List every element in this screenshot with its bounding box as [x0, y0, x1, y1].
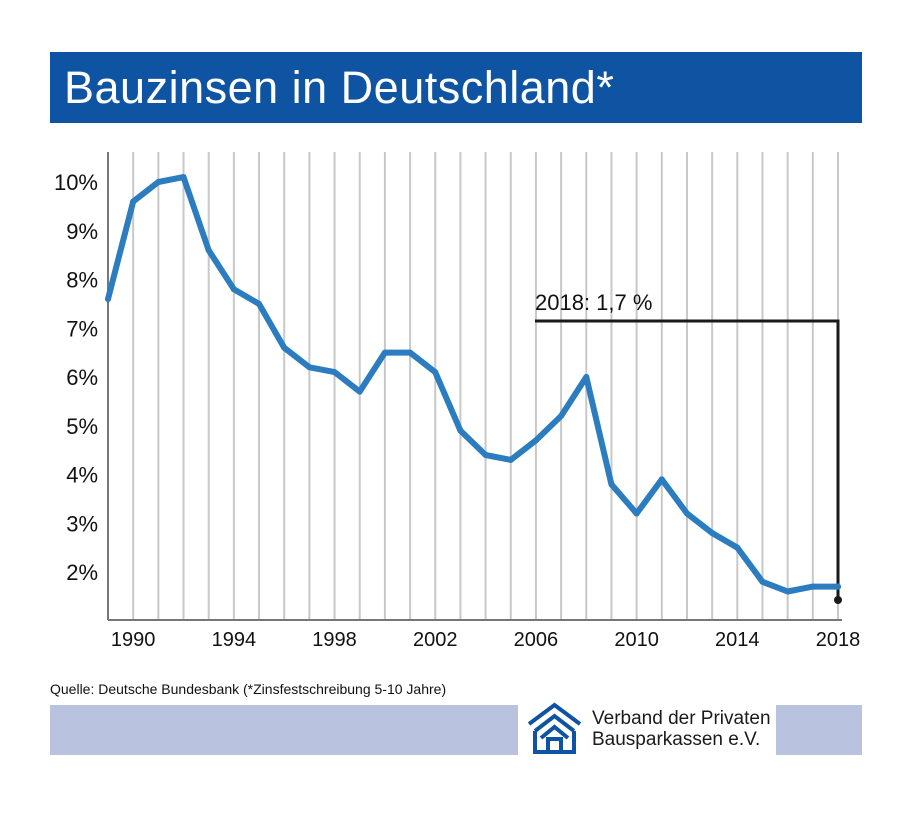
y-tick-label: 10% — [54, 170, 98, 195]
axes — [107, 152, 842, 621]
data-point-1995 — [256, 300, 263, 307]
x-tick-label: 1998 — [312, 629, 357, 651]
data-point-1991 — [155, 179, 162, 185]
x-tick-label: 2014 — [715, 629, 760, 651]
data-point-2016 — [784, 588, 791, 595]
y-tick-label: 2% — [66, 560, 98, 585]
y-tick-label: 3% — [66, 511, 98, 536]
data-point-2003 — [457, 427, 464, 434]
data-point-1997 — [306, 364, 313, 371]
source-note: Quelle: Deutsche Bundesbank (*Zinsfestsc… — [50, 681, 447, 697]
data-point-2005 — [507, 456, 514, 463]
annotation-leader-line — [535, 319, 840, 600]
logo-text: Verband der Privaten Bausparkassen e.V. — [592, 708, 771, 750]
x-tick-label: 2010 — [614, 629, 659, 651]
y-axis-ticks: 2% 3% 4% 5% 6% 7% 8% 9% 10% — [54, 170, 98, 585]
data-point-2014 — [734, 544, 741, 551]
data-point-1989 — [105, 296, 111, 302]
y-tick-label: 5% — [66, 414, 98, 439]
page-title: Bauzinsen in Deutschland* — [64, 62, 615, 113]
data-point-2010 — [633, 510, 640, 517]
data-point-2018 — [835, 583, 841, 590]
data-point-2000 — [381, 349, 388, 356]
data-point-2017 — [809, 583, 816, 590]
x-tick-label: 1994 — [212, 629, 257, 651]
annotation-dot — [834, 596, 842, 604]
data-point-2007 — [558, 413, 565, 419]
y-tick-label: 4% — [66, 463, 98, 488]
data-point-2015 — [759, 578, 766, 585]
x-tick-label: 1990 — [111, 629, 156, 651]
x-tick-label: 2002 — [413, 629, 458, 651]
x-tick-label: 2006 — [514, 629, 559, 651]
data-point-2008 — [583, 374, 590, 380]
footer-band-left — [50, 705, 518, 755]
y-tick-label: 7% — [66, 316, 98, 341]
data-point-2009 — [608, 481, 615, 488]
data-point-2001 — [407, 349, 414, 356]
data-point-1998 — [331, 369, 338, 376]
house-roofs-logo-icon — [527, 702, 582, 754]
data-point-1993 — [205, 247, 212, 254]
series — [105, 174, 841, 595]
annotation-label: 2018: 1,7 % — [535, 290, 652, 315]
data-point-2011 — [658, 476, 665, 483]
footer-band-right — [776, 705, 862, 755]
data-point-1999 — [356, 388, 363, 395]
data-point-2002 — [432, 369, 439, 376]
x-axis-ticks: 1990 1994 1998 2002 2006 2010 2014 2018 — [111, 629, 860, 651]
x-tick-label: 2018 — [816, 629, 861, 651]
y-tick-label: 9% — [66, 219, 98, 244]
data-point-2012 — [683, 510, 690, 517]
data-point-2004 — [482, 452, 489, 458]
data-point-2013 — [709, 530, 716, 536]
data-point-2006 — [532, 437, 539, 444]
logo-line-2: Bausparkassen e.V. — [592, 729, 761, 750]
data-point-1996 — [281, 344, 288, 351]
data-point-1990 — [130, 198, 137, 205]
series-line — [105, 174, 841, 595]
line-chart: 2% 3% 4% 5% 6% 7% 8% 9% 10% 1990 1994 1998 2002 2006… — [54, 152, 860, 651]
y-tick-label: 8% — [66, 268, 98, 293]
title-bar: Bauzinsen in Deutschland* — [50, 52, 862, 123]
logo-line-1: Verband der Privaten — [592, 708, 771, 729]
grid — [107, 152, 839, 620]
annotation: 2018: 1,7 % — [535, 290, 842, 604]
y-tick-label: 6% — [66, 365, 98, 390]
data-point-1994 — [230, 286, 237, 293]
data-point-1992 — [180, 174, 187, 181]
